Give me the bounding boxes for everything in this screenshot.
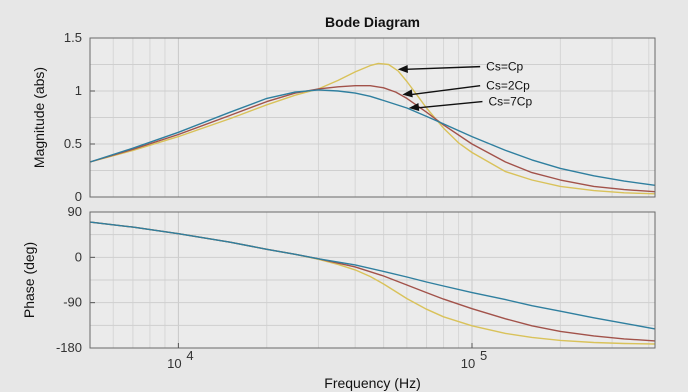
annotation-arrow-head [408,103,420,111]
x-tick-label-base: 10 [461,356,475,371]
annotation-arrow-line [410,85,481,96]
x-tick-label-exponent: 4 [186,348,193,363]
annotation-label: Cs=7Cp [488,95,532,109]
chart-title: Bode Diagram [325,14,420,30]
annotation-arrow-line [416,100,483,109]
phase-y-tick-label: 0 [75,249,82,264]
x-tick-label-base: 10 [167,356,181,371]
phase-series-cs-7cp [89,221,656,330]
magnitude-y-tick-label: 0 [75,189,82,204]
annotation-label: Cs=2Cp [486,79,530,93]
magnitude-series-cs-2cp [89,85,656,193]
x-axis-label: Frequency (Hz) [324,375,420,391]
x-tick-label-exponent: 5 [480,348,487,363]
annotation-arrow-head [397,64,408,73]
magnitude-frame [89,37,656,198]
magnitude-y-tick-label: 0.5 [64,136,82,151]
phase-y-axis-label: Phase (deg) [21,242,37,318]
annotation-arrow-line [405,65,481,71]
phase-y-tick-label: 90 [68,204,82,219]
phase-y-tick-label: -90 [63,295,82,310]
magnitude-y-axis-label: Magnitude (abs) [31,67,47,168]
magnitude-series-cs-7cp [89,89,656,186]
magnitude-series-cs-cp [89,62,656,195]
magnitude-y-tick-label: 1.5 [64,30,82,45]
magnitude-y-tick-label: 1 [75,83,82,98]
annotation-arrow-head [402,89,413,98]
annotation-label: Cs=Cp [486,60,523,74]
phase-y-tick-label: -180 [56,340,82,355]
phase-frame [89,211,656,349]
